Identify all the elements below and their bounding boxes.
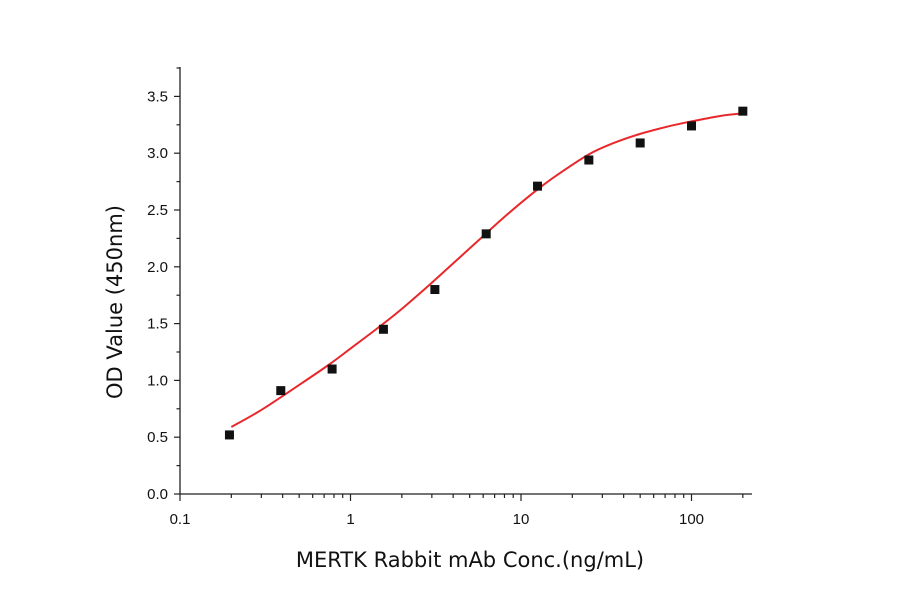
y-tick-label: 3.5 — [147, 88, 168, 105]
data-point — [430, 285, 440, 295]
data-point — [584, 155, 594, 165]
x-tick-label: 0.1 — [170, 511, 191, 528]
x-ticks: 0.1 1 10 100 — [170, 494, 744, 528]
y-tick-label: 1.0 — [147, 372, 168, 389]
x-axis-title: MERTK Rabbit mAb Conc.(ng/mL) — [296, 548, 644, 572]
y-axis-title: OD Value (450nm) — [103, 205, 127, 399]
data-point — [224, 430, 234, 440]
y-tick-label: 1.5 — [147, 316, 168, 333]
data-point — [738, 106, 748, 116]
fit-curve — [230, 112, 743, 428]
data-point — [687, 121, 696, 131]
y-tick-label: 2.5 — [147, 202, 168, 219]
x-tick-label: 10 — [513, 511, 530, 528]
y-tick-label: 0.5 — [147, 429, 168, 446]
y-ticks: 0.0 0.5 1.0 1.5 2.0 2.5 3.0 3.5 — [147, 67, 180, 503]
y-tick-label: 2.0 — [147, 259, 168, 276]
data-point — [276, 386, 286, 396]
x-tick-label: 100 — [679, 511, 704, 528]
axes — [179, 67, 752, 495]
data-point — [533, 181, 543, 191]
fit-layer — [230, 112, 743, 428]
data-point — [378, 324, 388, 334]
points-layer — [224, 106, 748, 440]
y-tick-label: 0.0 — [147, 486, 168, 503]
data-point — [327, 364, 337, 374]
data-point — [635, 138, 645, 148]
data-point — [481, 229, 491, 239]
y-tick-label: 3.0 — [147, 145, 168, 162]
x-tick-label: 1 — [346, 511, 354, 528]
